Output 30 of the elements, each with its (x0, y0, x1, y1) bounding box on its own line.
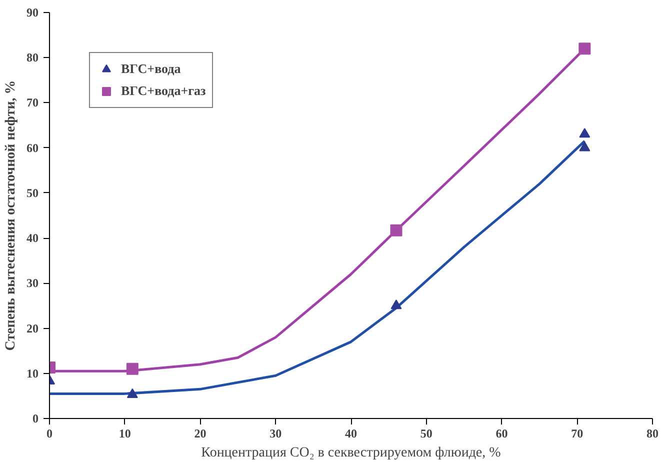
y-tick-label: 60 (26, 140, 38, 155)
x-tick-label: 30 (270, 426, 282, 440)
y-tick-label: 10 (26, 366, 38, 380)
y-tick-label: 50 (26, 186, 38, 200)
point (579, 128, 590, 138)
point (578, 42, 591, 55)
x-tick-label: 60 (496, 426, 508, 440)
point (126, 388, 138, 398)
point (579, 142, 590, 152)
x-tick-label: 20 (194, 426, 206, 440)
y-tick-label: 40 (26, 231, 38, 246)
x-tick-label: 80 (646, 426, 658, 440)
x-tick-label: 40 (345, 426, 357, 440)
point (126, 362, 138, 375)
x-tick-label: 10 (118, 426, 131, 440)
x-axis-title: Концентрация CO₂ в секвестрируемом флюиде, % (201, 446, 502, 460)
y-tick-label: 90 (26, 6, 38, 20)
legend-label: ВГС+вода+газ (121, 83, 206, 99)
y-tick-label: 20 (26, 321, 38, 336)
x-tick-label: 0 (46, 426, 52, 440)
y-axis-title: Степень вытеснения остаточной нефти, % (4, 80, 18, 351)
legend-label: ВГС+вода (121, 61, 181, 77)
y-tick-label: 30 (26, 276, 38, 290)
point (390, 224, 402, 236)
point (390, 299, 402, 310)
x-tick-label: 70 (571, 426, 584, 440)
x-tick-label: 50 (420, 426, 432, 440)
y-tick-label: 80 (26, 50, 38, 65)
y-tick-label: 0 (32, 412, 38, 426)
y-tick-label: 70 (26, 96, 38, 110)
